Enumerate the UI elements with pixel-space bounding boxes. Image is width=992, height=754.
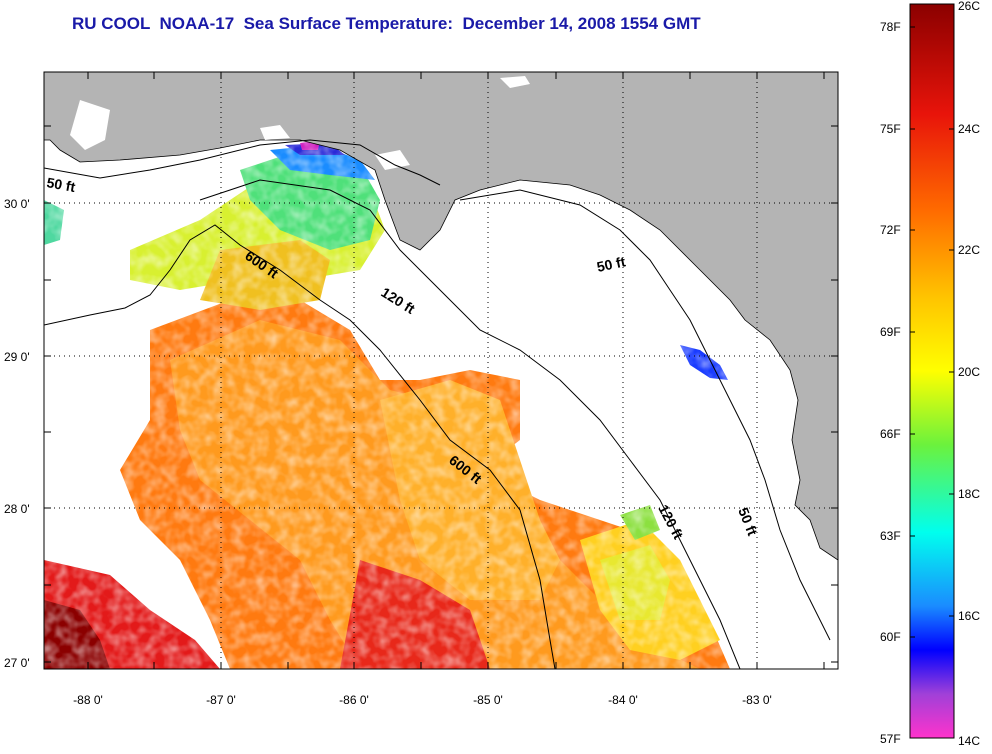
colorbar-f-label: 63F — [880, 529, 901, 543]
colorbar-c-label: 26C — [958, 0, 980, 13]
x-tick-label: -86 0' — [339, 693, 369, 707]
y-tick-label: 30 0' — [4, 197, 30, 211]
x-tick-label: -88 0' — [73, 693, 103, 707]
inland-water — [260, 125, 290, 140]
map-title: RU COOL NOAA-17 Sea Surface Temperature:… — [72, 14, 701, 33]
colorbar-c-label: 16C — [958, 609, 980, 623]
colorbar-f-label: 66F — [880, 427, 901, 441]
colorbar-f-label: 69F — [880, 325, 901, 339]
colorbar-c-label: 20C — [958, 365, 980, 379]
inland-water — [500, 76, 530, 88]
tick-marks — [44, 72, 838, 669]
depth-contours — [44, 139, 831, 669]
colorbar-f-label: 57F — [880, 732, 901, 746]
bay — [70, 100, 110, 150]
land-mass — [44, 72, 838, 561]
colorbar-c-label: 22C — [958, 243, 980, 257]
colorbar — [909, 3, 955, 739]
colorbar-c-label: 24C — [958, 122, 980, 136]
x-tick-label: -84 0' — [608, 693, 638, 707]
colorbar-c-label: 18C — [958, 487, 980, 501]
contour-label: 50 ft — [595, 253, 627, 275]
x-tick-label: -85 0' — [473, 693, 503, 707]
colorbar-f-label: 75F — [880, 122, 901, 136]
x-tick-label: -87 0' — [206, 693, 236, 707]
colorbar-f-label: 72F — [880, 223, 901, 237]
contour-label: 50 ft — [45, 174, 76, 195]
colorbar-f-label: 78F — [880, 20, 901, 34]
colorbar-f-label: 60F — [880, 630, 901, 644]
colorbar-ticks — [910, 26, 954, 638]
y-tick-label: 28 0' — [4, 502, 30, 516]
map-border — [43, 71, 839, 670]
y-tick-label: 29 0' — [4, 350, 30, 364]
inland-water — [375, 150, 410, 170]
colorbar-c-label: 14C — [958, 734, 980, 748]
x-tick-label: -83 0' — [742, 693, 772, 707]
y-tick-label: 27 0' — [4, 656, 30, 670]
